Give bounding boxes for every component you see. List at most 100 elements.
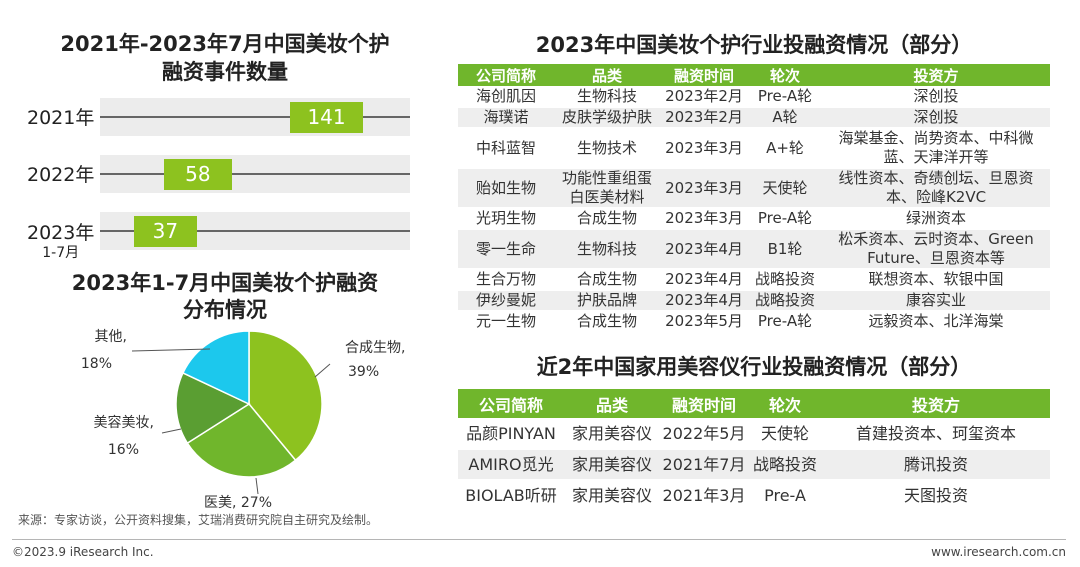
table-cell: 贻如生物 bbox=[458, 168, 554, 209]
pie-slice-label: 合成生物, bbox=[345, 340, 405, 356]
table-cell: 天使轮 bbox=[748, 418, 822, 450]
table-cell: 中科蓝智 bbox=[458, 128, 554, 169]
table-header-cell: 轮次 bbox=[748, 64, 822, 86]
bar-chart-title: 2021年-2023年7月中国美妆个护 融资事件数量 bbox=[40, 30, 410, 86]
table-cell: Pre-A轮 bbox=[748, 86, 822, 108]
table-cell: 家用美容仪 bbox=[564, 418, 660, 450]
table1-title: 2023年中国美妆个护行业投融资情况（部分） bbox=[535, 33, 973, 57]
table-header-cell: 轮次 bbox=[748, 389, 822, 418]
table1-header-row: 公司简称 品类 融资时间 轮次 投资方 bbox=[458, 64, 1050, 86]
footer-website: www.iresearch.com.cn bbox=[931, 545, 1066, 559]
investment-table-beauty: 公司简称 品类 融资时间 轮次 投资方 海创肌因 生物科技 2023年2月 Pre-A轮 深创投… bbox=[458, 64, 1050, 333]
bar-category-sub: 1-7月 bbox=[42, 245, 80, 261]
bar-category-label: 2022年 bbox=[27, 164, 94, 186]
table-header-cell: 公司简称 bbox=[458, 389, 564, 418]
table-cell: 海棠基金、尚势资本、中科微蓝、天津洋开等 bbox=[822, 128, 1050, 169]
table-cell: 皮肤学级护肤 bbox=[554, 107, 660, 129]
table-cell: 合成生物 bbox=[554, 311, 660, 333]
table-cell: 首建投资本、珂玺资本 bbox=[822, 418, 1050, 450]
table-row: 元一生物 合成生物 2023年5月 Pre-A轮 远毅资本、北洋海棠 bbox=[458, 311, 1050, 333]
table-cell: 生合万物 bbox=[458, 269, 554, 291]
table-cell: 光玥生物 bbox=[458, 208, 554, 230]
table-cell: 2021年3月 bbox=[660, 480, 748, 512]
table-cell: 生物技术 bbox=[554, 128, 660, 169]
table-header-cell: 投资方 bbox=[822, 389, 1050, 418]
table-cell: Pre-A bbox=[748, 480, 822, 512]
table-cell: B1轮 bbox=[748, 229, 822, 270]
table-cell: 2023年3月 bbox=[660, 168, 748, 209]
table-row: 海璞诺 皮肤学级护肤 2023年2月 A轮 深创投 bbox=[458, 107, 1050, 129]
table-cell: 品颜PINYAN bbox=[458, 418, 564, 450]
pie-leader-line bbox=[255, 477, 259, 495]
table-cell: 海创肌因 bbox=[458, 86, 554, 108]
table-row: 品颜PINYAN 家用美容仪 2022年5月 天使轮 首建投资本、珂玺资本 bbox=[458, 418, 1050, 450]
table-row: 贻如生物 功能性重组蛋白医美材料 2023年3月 天使轮 线性资本、奇绩创坛、旦恩资本、… bbox=[458, 168, 1050, 209]
pie-slice bbox=[186, 403, 297, 478]
pie-slice-label: 其他, bbox=[95, 329, 127, 345]
pie-leader-line bbox=[161, 428, 182, 434]
table-cell: A轮 bbox=[748, 107, 822, 129]
table-cell: 2023年2月 bbox=[660, 86, 748, 108]
pie-slice-percent: 16% bbox=[108, 442, 139, 458]
table-row: 生合万物 合成生物 2023年4月 战略投资 联想资本、软银中国 bbox=[458, 269, 1050, 291]
table-cell: 战略投资 bbox=[748, 290, 822, 312]
table-cell: BIOLAB听研 bbox=[458, 480, 564, 512]
table2-title: 近2年中国家用美容仪行业投融资情况（部分） bbox=[536, 355, 972, 379]
table-cell: 康容实业 bbox=[822, 290, 1050, 312]
table-cell: 2023年4月 bbox=[660, 229, 748, 270]
table-cell: 海璞诺 bbox=[458, 107, 554, 129]
bar-category-label: 2021年 bbox=[27, 107, 94, 129]
table-cell: 天图投资 bbox=[822, 480, 1050, 512]
bar-chart-title-line1: 2021年-2023年7月中国美妆个护 bbox=[60, 32, 390, 56]
bar: 37 bbox=[133, 216, 197, 247]
pie-slice bbox=[175, 371, 251, 445]
bar-track: 141 bbox=[100, 98, 410, 136]
pie-slice bbox=[181, 330, 250, 406]
table-header-cell: 品类 bbox=[554, 64, 660, 86]
table-cell: AMIRO觅光 bbox=[458, 449, 564, 481]
bar-baseline bbox=[100, 173, 410, 175]
table-header-cell: 品类 bbox=[564, 389, 660, 418]
bar-chart-title-line2: 融资事件数量 bbox=[162, 60, 288, 84]
table-cell: 元一生物 bbox=[458, 311, 554, 333]
pie-slice-label: 美容美妆, bbox=[94, 414, 154, 431]
table-row: AMIRO觅光 家用美容仪 2021年7月 战略投资 腾讯投资 bbox=[458, 449, 1050, 481]
table-cell: 生物科技 bbox=[554, 229, 660, 270]
table-cell: 线性资本、奇绩创坛、旦恩资本、险峰K2VC bbox=[822, 168, 1050, 209]
source-note: 来源：专家访谈，公开资料搜集，艾瑞消费研究院自主研究及绘制。 bbox=[18, 513, 379, 527]
bar-category-year: 2023年 bbox=[27, 222, 95, 244]
bar-baseline bbox=[100, 116, 410, 118]
table-cell: Pre-A轮 bbox=[748, 311, 822, 333]
table-cell: 零一生命 bbox=[458, 229, 554, 270]
bar-track: 58 bbox=[100, 155, 410, 193]
table-cell: 伊纱曼妮 bbox=[458, 290, 554, 312]
table-row: 伊纱曼妮 护肤品牌 2023年4月 战略投资 康容实业 bbox=[458, 290, 1050, 312]
bar: 141 bbox=[290, 102, 364, 133]
table-cell: 2023年3月 bbox=[660, 128, 748, 169]
table-cell: 绿洲资本 bbox=[822, 208, 1050, 230]
pie-slice-percent: 18% bbox=[81, 356, 112, 372]
table2-header-row: 公司简称 品类 融资时间 轮次 投资方 bbox=[458, 389, 1050, 418]
table-cell: 2021年7月 bbox=[660, 449, 748, 481]
table-cell: 2023年4月 bbox=[660, 269, 748, 291]
pie-slice-label: 医美, 27% bbox=[204, 495, 272, 511]
pie-leader-line bbox=[314, 363, 331, 378]
table-cell: 生物科技 bbox=[554, 86, 660, 108]
table-cell: 深创投 bbox=[822, 86, 1050, 108]
table-cell: 家用美容仪 bbox=[564, 449, 660, 481]
table-cell: Pre-A轮 bbox=[748, 208, 822, 230]
table-header-cell: 融资时间 bbox=[660, 64, 748, 86]
table-row: BIOLAB听研 家用美容仪 2021年3月 Pre-A 天图投资 bbox=[458, 480, 1050, 512]
pie-chart-title-line2: 分布情况 bbox=[183, 298, 267, 322]
table-cell: 远毅资本、北洋海棠 bbox=[822, 311, 1050, 333]
bar-baseline bbox=[100, 230, 410, 232]
pie-leader-line bbox=[131, 348, 211, 352]
table-cell: 功能性重组蛋白医美材料 bbox=[554, 168, 660, 209]
table-cell: 2023年3月 bbox=[660, 208, 748, 230]
bar: 58 bbox=[163, 159, 232, 190]
table-cell: 深创投 bbox=[822, 107, 1050, 129]
pie-slice bbox=[248, 330, 323, 462]
table-row: 中科蓝智 生物技术 2023年3月 A+轮 海棠基金、尚势资本、中科微蓝、天津洋开等 bbox=[458, 128, 1050, 169]
pie-chart: 合成生物, 39% 医美, 27% 美容美妆, 16% 其他, 18% bbox=[81, 329, 406, 511]
bar-track: 37 bbox=[100, 212, 410, 250]
